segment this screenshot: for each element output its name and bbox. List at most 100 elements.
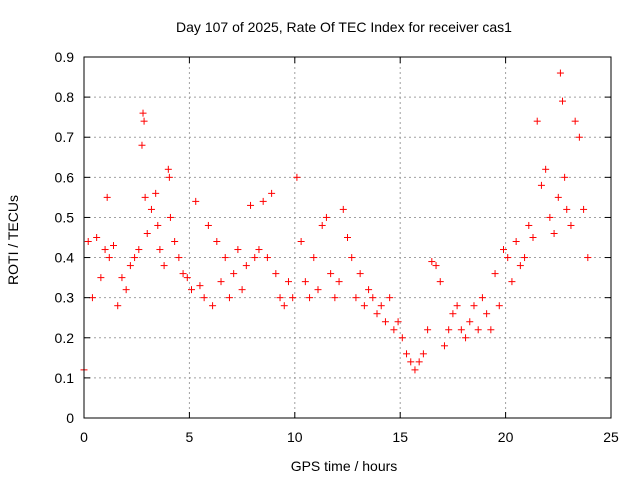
data-point [225, 294, 233, 302]
data-point [419, 350, 427, 358]
data-point [411, 366, 419, 374]
data-point [478, 294, 486, 302]
x-tick-label: 5 [186, 429, 194, 445]
data-point [293, 173, 301, 181]
data-point [445, 326, 453, 334]
data-point [114, 302, 122, 310]
data-point [152, 189, 160, 197]
data-point [567, 221, 575, 229]
data-point [495, 302, 503, 310]
data-point [580, 205, 588, 213]
data-point [390, 326, 398, 334]
data-point [147, 205, 155, 213]
data-point [470, 302, 478, 310]
x-tick-label: 25 [603, 429, 619, 445]
data-point [213, 238, 221, 246]
data-point [327, 270, 335, 278]
data-point [204, 221, 212, 229]
data-point [110, 242, 118, 250]
data-point [306, 294, 314, 302]
data-point [251, 254, 259, 262]
data-point [221, 254, 229, 262]
data-point [584, 254, 592, 262]
y-axis-label: ROTI / TECUs [5, 195, 21, 285]
data-point [348, 254, 356, 262]
data-point [122, 286, 130, 294]
data-point [234, 246, 242, 254]
data-point [529, 234, 537, 241]
data-point [365, 286, 373, 294]
data-point [381, 318, 389, 326]
data-point [546, 213, 554, 221]
data-point [550, 229, 558, 237]
data-point [407, 358, 415, 366]
data-point [101, 246, 109, 254]
plot-frame [83, 56, 612, 419]
data-point [131, 254, 139, 262]
data-point [398, 334, 406, 342]
grid-lines [84, 57, 611, 418]
data-point [156, 246, 164, 254]
data-point [344, 234, 351, 241]
data-point [474, 326, 482, 334]
data-point [322, 213, 330, 221]
data-point [188, 286, 196, 294]
data-point [453, 302, 461, 310]
data-point [165, 173, 173, 181]
data-point [508, 278, 516, 286]
y-tick-label: 0.8 [55, 89, 75, 105]
data-points [80, 69, 592, 374]
data-point [88, 294, 96, 302]
y-tick-label: 0.2 [55, 330, 75, 346]
data-point [238, 286, 246, 294]
x-tick-label: 0 [80, 429, 88, 445]
data-point [436, 278, 444, 286]
data-point [415, 358, 423, 366]
data-point [554, 193, 562, 201]
data-point [533, 117, 541, 125]
data-point [192, 197, 200, 205]
y-tick-label: 0.5 [55, 209, 75, 225]
data-point [140, 117, 148, 125]
x-tick-label: 20 [498, 429, 514, 445]
data-point [331, 294, 339, 302]
data-point [118, 274, 126, 282]
data-point [360, 302, 368, 310]
data-point [537, 181, 545, 189]
data-point [126, 262, 134, 270]
data-point [164, 165, 172, 173]
data-point [542, 165, 550, 173]
data-point [314, 286, 322, 294]
data-point [301, 278, 309, 286]
data-point [352, 294, 360, 302]
data-point [166, 213, 174, 221]
data-point [575, 133, 583, 141]
data-point [141, 193, 149, 201]
y-tick-label: 0.4 [55, 250, 75, 266]
data-point [487, 326, 495, 334]
data-point [93, 234, 101, 241]
data-point [138, 141, 146, 149]
data-point [171, 238, 179, 246]
data-point [563, 205, 571, 213]
data-point [369, 294, 377, 302]
data-point [263, 254, 271, 262]
data-point [373, 310, 381, 318]
data-point [242, 262, 250, 270]
data-point [200, 294, 208, 302]
data-point [432, 262, 440, 270]
data-point [160, 262, 168, 270]
data-point [356, 270, 364, 278]
data-point [466, 318, 474, 326]
data-point [297, 238, 305, 246]
data-point [559, 97, 567, 105]
y-tick-label: 0.7 [55, 129, 75, 145]
data-point [318, 221, 326, 229]
data-point [499, 246, 507, 254]
data-point [521, 254, 529, 262]
data-point [556, 69, 564, 77]
x-tick-label: 15 [392, 429, 408, 445]
data-point [103, 193, 111, 201]
data-point [268, 189, 276, 197]
